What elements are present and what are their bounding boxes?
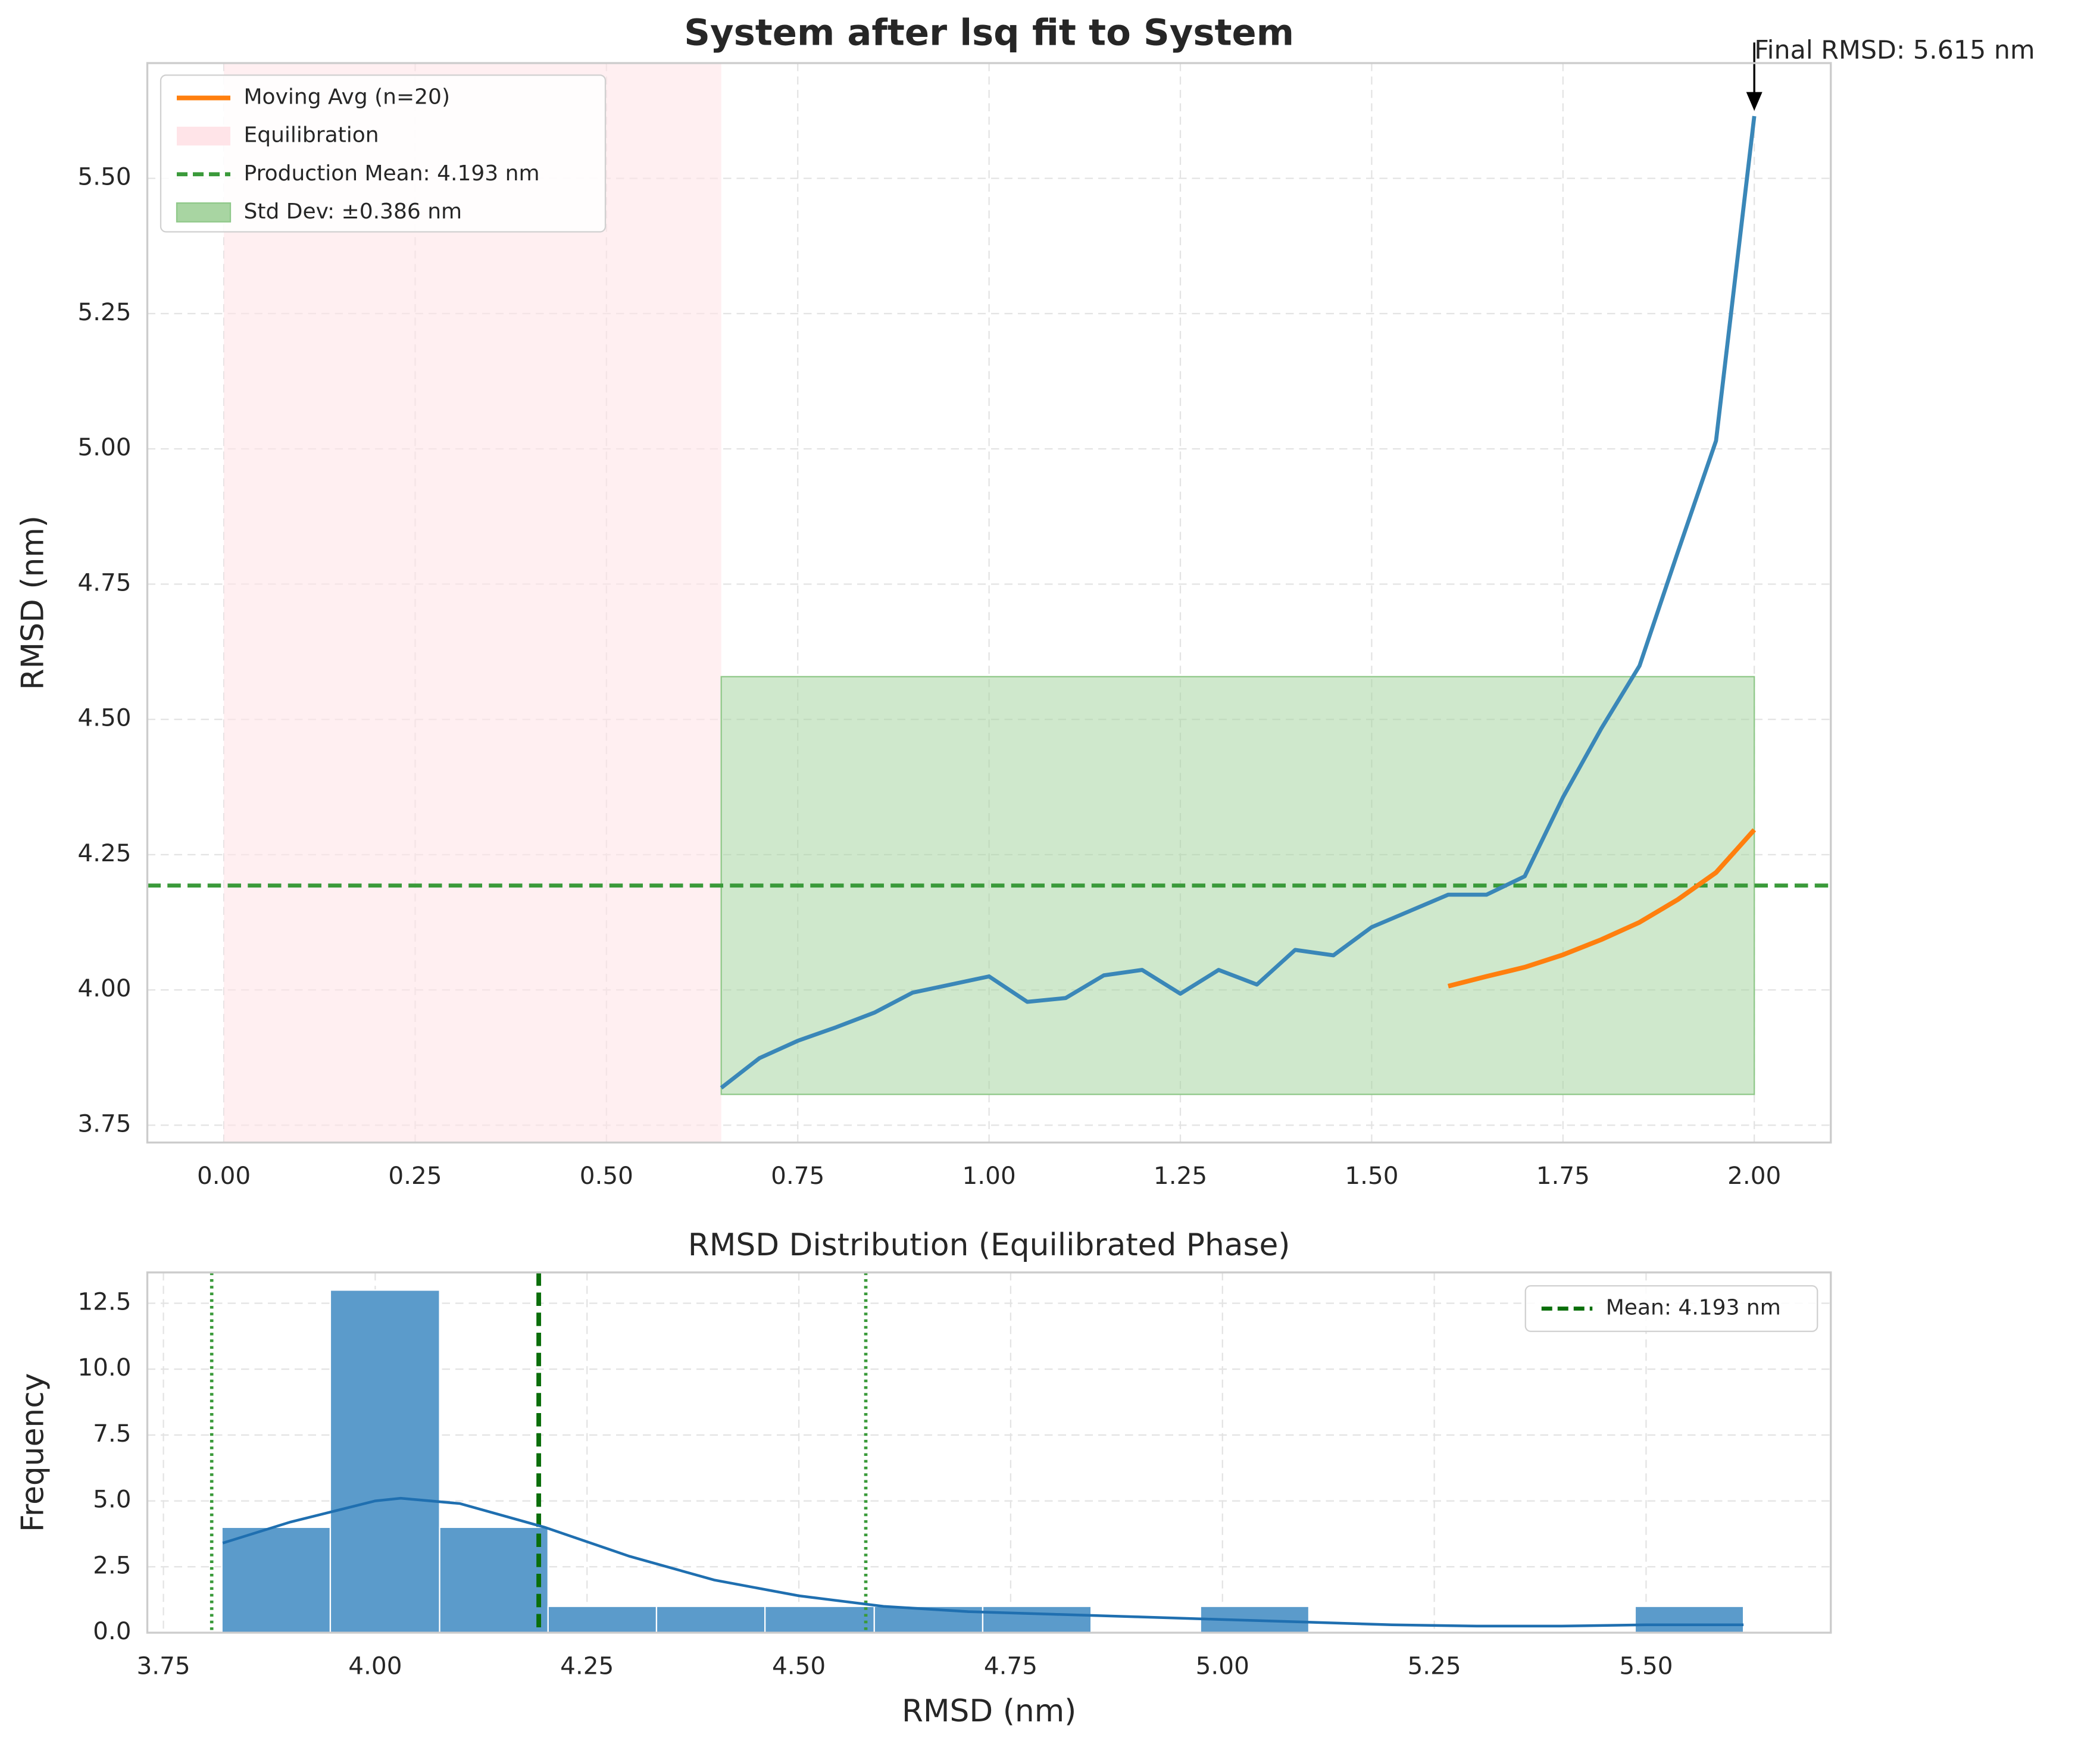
- legend-box: [1524, 1285, 1818, 1332]
- hist-bar: [764, 1605, 875, 1634]
- y-tick-label: 4.25: [77, 839, 131, 867]
- y-tick-label: 5.25: [77, 298, 131, 326]
- y-tick-label: 4.75: [77, 568, 131, 596]
- legend-swatch: [176, 202, 232, 223]
- x-tick-label: 1.75: [1536, 1161, 1590, 1190]
- x-tick-label: 1.25: [1154, 1161, 1207, 1190]
- y-tick-label: 5.50: [77, 162, 131, 191]
- y-axis-label: RMSD (nm): [15, 515, 51, 690]
- y-tick-label: 7.5: [93, 1419, 131, 1448]
- data-line: [1447, 828, 1757, 989]
- plot-frame: [146, 1271, 1832, 1634]
- x-tick-label: 1.00: [962, 1161, 1016, 1190]
- y-tick-label: 5.00: [77, 433, 131, 461]
- y-tick-label: 4.00: [77, 974, 131, 1002]
- chart-title: RMSD Distribution (Equilibrated Phase): [688, 1227, 1290, 1263]
- y-tick-label: 12.5: [77, 1287, 131, 1316]
- x-tick-label: 5.50: [1619, 1652, 1673, 1680]
- annotation-text: Final RMSD: 5.615 nm: [1754, 36, 2035, 65]
- hist-bar: [982, 1605, 1092, 1634]
- x-tick-label: 1.50: [1345, 1161, 1398, 1190]
- hist-bar: [439, 1526, 549, 1634]
- x-tick-label: 0.25: [388, 1161, 442, 1190]
- x-tick-label: 0.75: [771, 1161, 824, 1190]
- y-axis-label: Frequency: [15, 1373, 51, 1532]
- legend-label: Moving Avg (n=20): [244, 85, 451, 110]
- legend-swatch: [177, 126, 230, 146]
- y-tick-label: 3.75: [77, 1109, 131, 1137]
- kde-line: [222, 1496, 1744, 1628]
- x-tick-label: 2.00: [1727, 1161, 1781, 1190]
- y-tick-label: 4.50: [77, 704, 131, 732]
- hist-bar: [655, 1605, 766, 1634]
- legend-box: [160, 74, 607, 233]
- y-tick-label: 2.5: [93, 1551, 131, 1579]
- x-tick-label: 0.00: [197, 1161, 251, 1190]
- y-tick-label: 10.0: [77, 1353, 131, 1382]
- hist-bar: [547, 1605, 658, 1634]
- x-tick-label: 3.75: [136, 1652, 190, 1680]
- annotation-arrowhead: [1746, 92, 1762, 111]
- x-tick-label: 0.50: [580, 1161, 633, 1190]
- hist-bar: [1634, 1605, 1745, 1634]
- x-tick-label: 5.00: [1196, 1652, 1249, 1680]
- hist-bar: [329, 1289, 440, 1634]
- legend-label: Mean: 4.193 nm: [1606, 1296, 1781, 1320]
- x-tick-label: 4.75: [984, 1652, 1038, 1680]
- plot-frame: [146, 62, 1832, 1144]
- y-tick-label: 5.0: [93, 1485, 131, 1514]
- hist-bar: [221, 1526, 332, 1634]
- legend-label: Equilibration: [244, 123, 379, 148]
- x-axis-label: RMSD (nm): [902, 1693, 1076, 1729]
- x-tick-label: 4.50: [772, 1652, 826, 1680]
- equilibration-span: [224, 63, 721, 1143]
- x-tick-label: 4.25: [560, 1652, 614, 1680]
- y-tick-label: 0.0: [93, 1617, 131, 1645]
- legend-label: Std Dev: ±0.386 nm: [244, 199, 462, 224]
- x-tick-label: 5.25: [1408, 1652, 1461, 1680]
- x-tick-label: 4.00: [348, 1652, 402, 1680]
- data-line: [720, 115, 1757, 1090]
- legend-label: Production Mean: 4.193 nm: [244, 161, 540, 186]
- chart-title: System after lsq fit to System: [684, 12, 1294, 54]
